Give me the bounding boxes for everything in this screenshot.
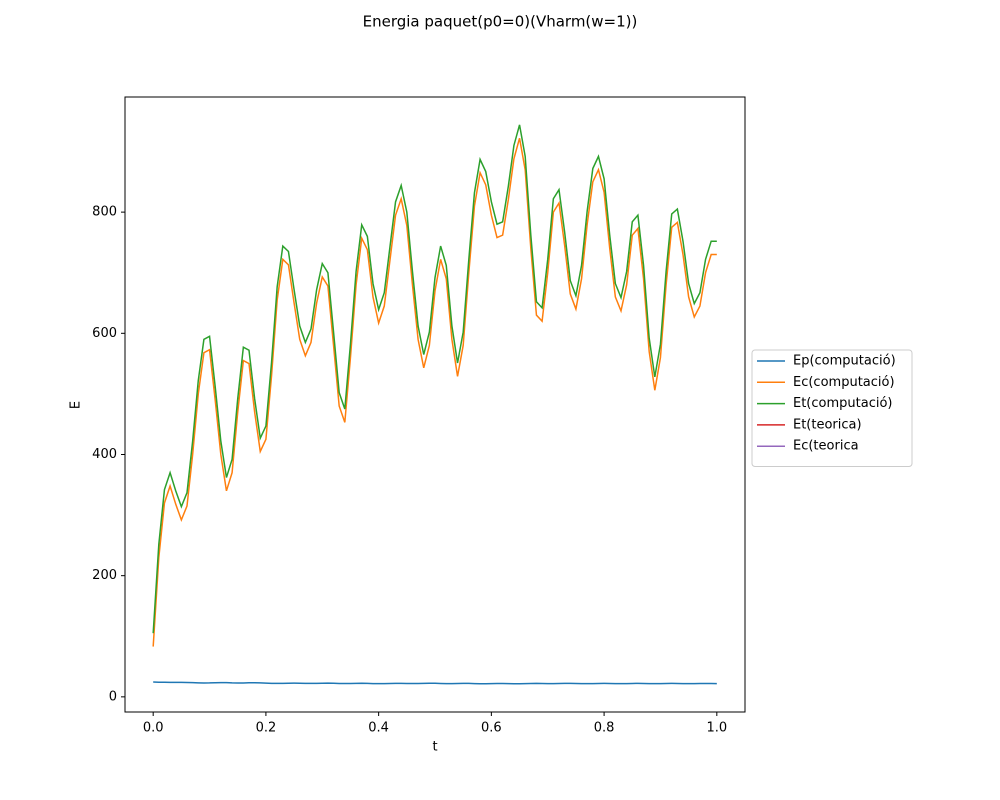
series-line bbox=[152, 124, 717, 634]
y-axis-label: E bbox=[69, 401, 84, 409]
plot-frame bbox=[124, 96, 746, 713]
x-tick-label: 0.6 bbox=[481, 721, 502, 736]
y-tick-label: 400 bbox=[92, 447, 117, 462]
legend-box bbox=[751, 349, 913, 467]
legend-label: Ec(teorica bbox=[793, 439, 859, 454]
series-line bbox=[152, 138, 717, 647]
y-tick-label: 800 bbox=[92, 205, 117, 220]
legend-label: Et(teorica) bbox=[793, 417, 862, 432]
x-tick-label: 1.0 bbox=[706, 721, 727, 736]
x-tick-label: 0.2 bbox=[256, 721, 277, 736]
x-tick-label: 0.8 bbox=[594, 721, 615, 736]
x-axis-label: t bbox=[432, 740, 437, 755]
legend-label: Ec(computació) bbox=[793, 375, 895, 390]
y-tick-label: 200 bbox=[92, 568, 117, 583]
legend-label: Ep(computació) bbox=[793, 354, 896, 369]
x-tick-label: 0.4 bbox=[368, 721, 389, 736]
legend-label: Et(computació) bbox=[793, 396, 893, 411]
chart-title: Energia paquet(p0=0)(Vharm(w=1)) bbox=[363, 13, 638, 31]
x-tick-label: 0.0 bbox=[143, 721, 164, 736]
y-tick-label: 0 bbox=[109, 689, 117, 704]
series-line bbox=[153, 681, 717, 685]
y-tick-label: 600 bbox=[92, 326, 117, 341]
